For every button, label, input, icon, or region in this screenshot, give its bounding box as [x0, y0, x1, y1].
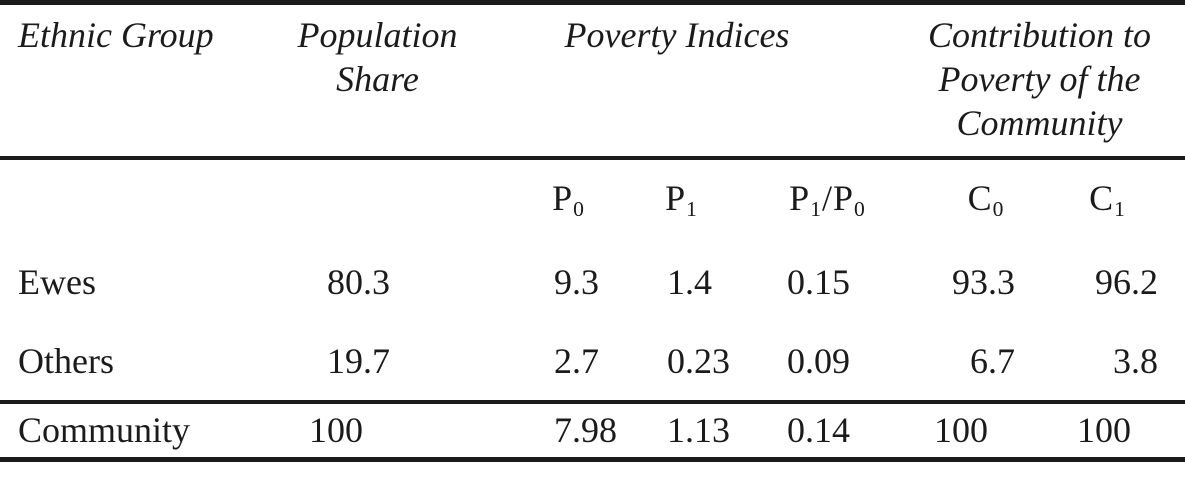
cell-population-share: 100: [295, 399, 460, 460]
col-header-p0: P0: [460, 158, 632, 242]
cell-c0: 100: [894, 399, 1047, 460]
group-label-cell: Community: [0, 399, 295, 460]
cell-c1: 100: [1047, 399, 1185, 460]
subheader-empty-cell: [295, 158, 460, 242]
cell-c1: 96.2: [1095, 261, 1159, 302]
cell-p0: 9.3: [554, 261, 599, 302]
table-row-ewes: Ewes 80.3 9.3 1.4 0.15 93.3 96.2: [0, 242, 1185, 322]
table-row-others: Others 19.7 2.7 0.23 0.09 6.7 3.8: [0, 322, 1185, 402]
col-header-population-share: Population Share: [295, 2, 460, 160]
subheader-empty-cell: [0, 158, 295, 242]
p0-subscript: 0: [573, 197, 584, 222]
group-label-cell: Ewes: [18, 261, 96, 302]
p0-base: P: [552, 178, 573, 218]
ratio-subscript1: 1: [810, 197, 821, 222]
p1-subscript: 1: [686, 197, 697, 222]
cell-p1-over-p0: 0.15: [787, 261, 850, 302]
cell-population-share: 19.7: [327, 340, 390, 381]
p1-base: P: [665, 178, 686, 218]
cell-c0: 93.3: [952, 261, 1015, 302]
cell-p1-over-p0: 0.14: [760, 399, 894, 460]
header-row: Ethnic Group Population Share Poverty In…: [0, 2, 1185, 160]
cell-p1: 1.13: [632, 399, 760, 460]
cell-p0: 7.98: [460, 399, 632, 460]
c1-subscript: 1: [1114, 197, 1125, 222]
col-group-header-contribution: Contribution to Poverty of the Community: [894, 2, 1185, 160]
ratio-slash: /: [821, 178, 832, 218]
col-group-header-poverty-indices: Poverty Indices: [460, 2, 894, 160]
ratio-subscript2: 0: [854, 197, 865, 222]
col-header-ethnic-group: Ethnic Group: [0, 2, 295, 160]
c1-base: C: [1089, 178, 1114, 218]
ratio-base2: P: [833, 178, 854, 218]
cell-p1: 1.4: [667, 261, 712, 302]
poverty-table: Ethnic Group Population Share Poverty In…: [0, 0, 1185, 462]
cell-c0: 6.7: [970, 340, 1015, 381]
col-header-p1: P1: [632, 158, 760, 242]
col-header-c1: C1: [1047, 158, 1185, 242]
cell-p0: 2.7: [554, 340, 599, 381]
cell-c1: 3.8: [1113, 340, 1159, 381]
cell-p1: 0.23: [667, 340, 730, 381]
col-header-p1-over-p0: P1/P0: [760, 158, 894, 242]
table-row-community: Community 100 7.98 1.13 0.14 100 100: [0, 399, 1185, 460]
c0-subscript: 0: [992, 197, 1004, 222]
cell-population-share: 80.3: [327, 261, 390, 302]
group-label-cell: Others: [18, 340, 114, 381]
ratio-base1: P: [789, 178, 810, 218]
c0-base: C: [967, 178, 992, 218]
cell-p1-over-p0: 0.09: [787, 340, 850, 381]
col-header-c0: C0: [894, 158, 1047, 242]
subheader-row: P0 P1 P1/P0 C0 C1: [0, 158, 1185, 242]
